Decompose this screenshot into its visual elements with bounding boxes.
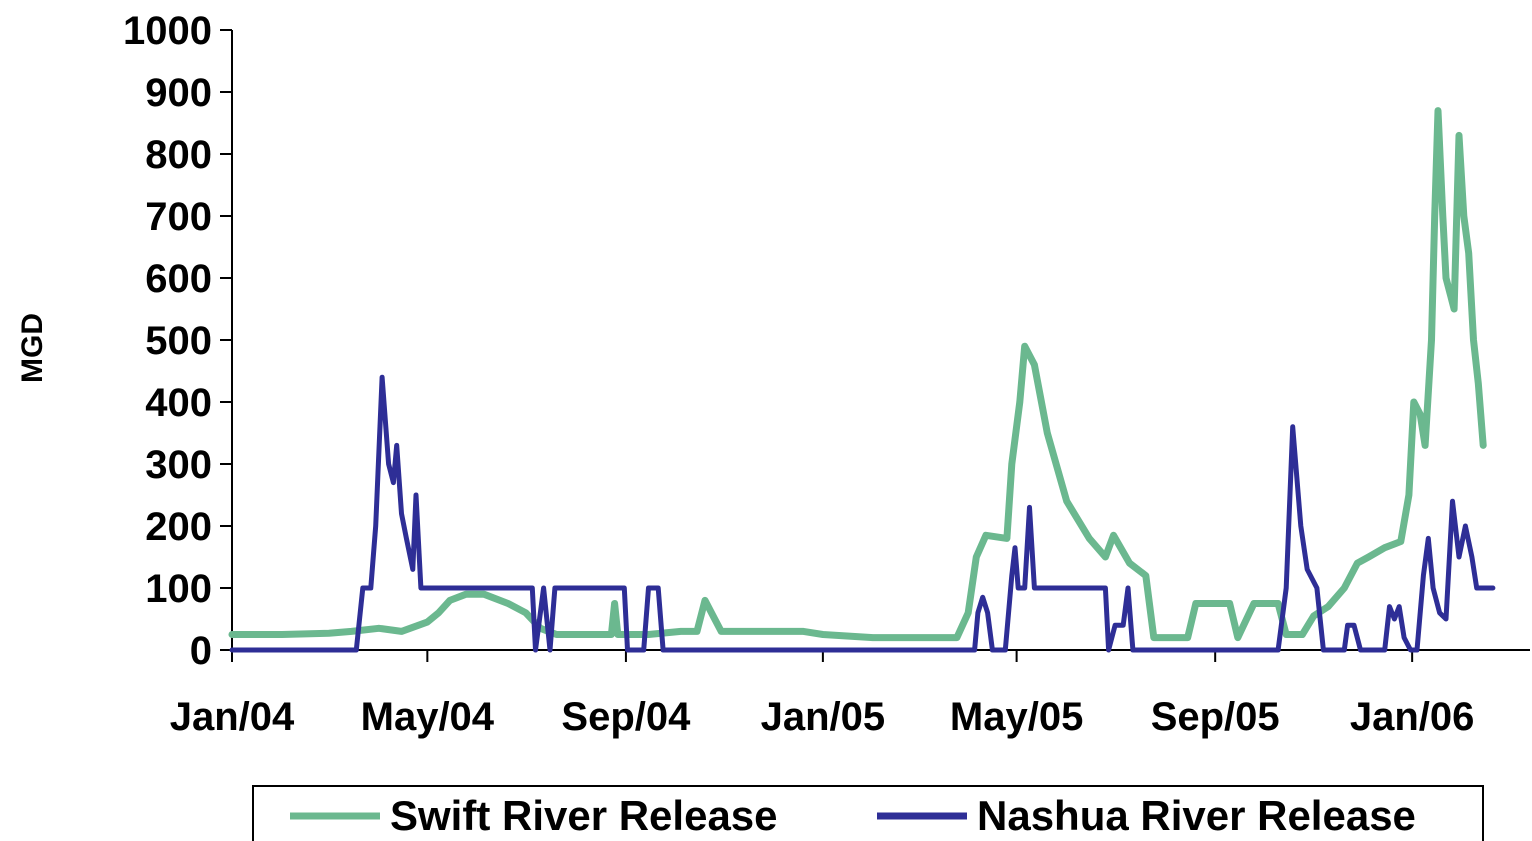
legend-label-nashua: Nashua River Release [977, 792, 1416, 839]
y-axis-title: MGD [16, 313, 49, 383]
x-tick-label: May/04 [361, 695, 495, 739]
legend: Swift River Release Nashua River Release [252, 785, 1484, 841]
legend-label-swift: Swift River Release [390, 792, 778, 839]
series-line-nashua [229, 374, 1496, 653]
y-tick-label: 300 [145, 443, 212, 487]
x-tick-label: May/05 [950, 695, 1083, 739]
y-axis: 0 100 200 300 400 500 600 700 800 900 1000 [123, 9, 233, 673]
y-tick-label: 700 [145, 195, 212, 239]
y-tick-label: 500 [145, 319, 212, 363]
x-tick-label: Jan/04 [170, 695, 295, 739]
x-tick-label: Sep/04 [561, 695, 691, 739]
y-tick-label: 600 [145, 257, 212, 301]
x-tick-label: Sep/05 [1151, 695, 1280, 739]
y-tick-label: 0 [190, 629, 212, 673]
y-tick-label: 200 [145, 505, 212, 549]
legend-box [252, 785, 1484, 841]
y-tick-label: 900 [145, 71, 212, 115]
x-tick-label: Jan/06 [1350, 695, 1475, 739]
x-tick-label: Jan/05 [761, 695, 886, 739]
series-line-swift [228, 107, 1487, 642]
y-tick-label: 400 [145, 381, 212, 425]
y-tick-label: 800 [145, 133, 212, 177]
y-tick-label: 1000 [123, 9, 212, 53]
y-tick-label: 100 [145, 567, 212, 611]
series-lines [228, 107, 1496, 653]
x-axis: Jan/04 May/04 Sep/04 Jan/05 May/05 Sep/05 Jan/… [170, 649, 1530, 739]
